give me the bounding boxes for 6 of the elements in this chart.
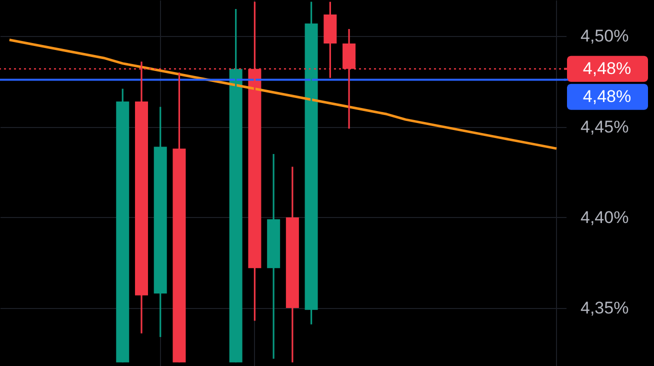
y-tick-label: 4,40% xyxy=(580,208,629,227)
ref-line-label: 4,48% xyxy=(582,86,632,106)
y-tick-label: 4,50% xyxy=(580,26,629,46)
ref-line-label: 4,48% xyxy=(582,58,632,78)
y-tick-label: 4,35% xyxy=(580,298,629,318)
y-tick-label: 4,45% xyxy=(580,117,629,136)
